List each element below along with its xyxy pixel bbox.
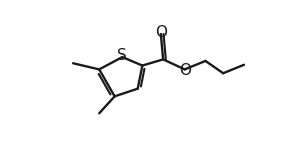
Text: O: O (179, 63, 191, 78)
Text: O: O (155, 25, 167, 40)
Text: S: S (117, 48, 127, 63)
